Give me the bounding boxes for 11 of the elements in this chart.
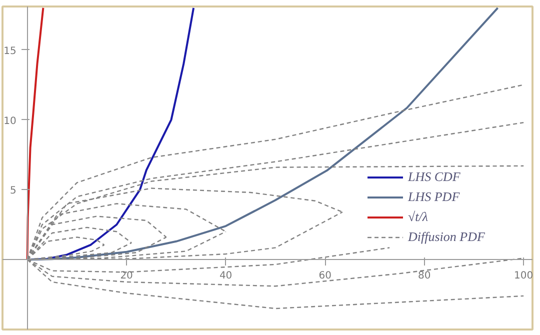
x-tick-label: 40	[219, 270, 232, 282]
y-tick-label: 10	[4, 116, 16, 127]
legend-label: LHS PDF	[408, 189, 460, 205]
legend-label: LHS CDF	[408, 169, 460, 185]
y-tick-label: 15	[4, 46, 16, 57]
y-tick-label: 5	[10, 186, 16, 197]
x-tick-label: 60	[318, 270, 332, 282]
legend-label: Diffusion PDF	[408, 229, 485, 245]
legend-label: √t/λ	[408, 209, 428, 225]
x-tick-label: 20	[120, 270, 133, 282]
x-tick-label: 80	[418, 270, 431, 282]
